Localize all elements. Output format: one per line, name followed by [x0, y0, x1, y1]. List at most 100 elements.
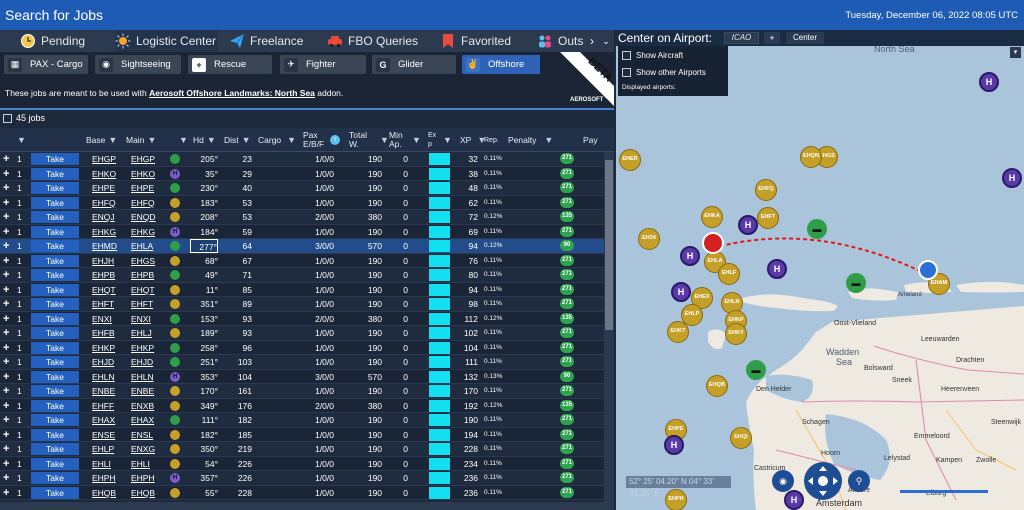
filter-icon[interactable]: ▼	[380, 135, 389, 145]
filter-icon[interactable]: ▼	[544, 135, 554, 145]
take-button[interactable]: Take	[31, 211, 79, 223]
show-other-airports-option[interactable]: Show other Airports	[622, 68, 706, 77]
category-rescue[interactable]: + Rescue	[188, 55, 272, 74]
base-link[interactable]: EHPE	[92, 183, 116, 193]
base-link[interactable]: EHKO	[92, 168, 117, 179]
center-button[interactable]: Center	[786, 32, 824, 44]
base-link[interactable]: EHLP	[92, 444, 115, 454]
column-hd[interactable]: Hd ▼	[193, 135, 216, 145]
horizontal-scrollbar[interactable]	[0, 502, 614, 510]
main-link[interactable]: ENBE	[131, 386, 155, 396]
column-main[interactable]: Main ▼	[126, 135, 157, 145]
table-row[interactable]: +1 Take ENSE ENSL 182° 185 1/0/0 190 0 194 0.11% 27…	[0, 427, 604, 442]
main-link[interactable]: EHLA	[131, 241, 154, 251]
filter-icon[interactable]: ▼	[17, 135, 26, 145]
airport-marker[interactable]: EHQI	[730, 427, 752, 449]
take-button[interactable]: Take	[31, 153, 79, 165]
take-button[interactable]: Take	[31, 240, 79, 252]
table-row[interactable]: +1 Take ENBE ENBE 170° 161 1/0/0 190 0 170 0.11% 27…	[0, 384, 604, 399]
table-row[interactable]: +1 Take EHLP ENXG 350° 219 1/0/0 190 0 228 0.11% 27…	[0, 442, 604, 457]
expand-row-icon[interactable]: +	[3, 269, 10, 281]
airport-marker[interactable]: EHEX	[691, 287, 713, 309]
category-pax-cargo[interactable]: ▦ PAX - Cargo	[4, 55, 88, 74]
airport-marker[interactable]: EHLF	[718, 263, 740, 285]
expand-row-icon[interactable]: +	[3, 283, 10, 296]
filter-icon[interactable]: ▼	[179, 135, 188, 145]
main-link[interactable]: ENQD	[131, 212, 156, 222]
expand-row-icon[interactable]: +	[3, 298, 10, 310]
heliport-marker[interactable]: H	[671, 282, 691, 302]
table-row[interactable]: +1 Take EHMD EHLA 277° 64 3/0/0 570 0 94 0.12% 90	[0, 239, 604, 254]
column-rep[interactable]: Rep.	[484, 136, 499, 144]
eye-icon[interactable]: ◉	[772, 470, 794, 492]
filter-icon[interactable]: ▼	[206, 135, 216, 145]
take-button[interactable]: Take	[31, 269, 79, 281]
heliport-marker[interactable]: H	[979, 72, 999, 92]
main-link[interactable]: ENXG	[131, 444, 156, 454]
ship-icon[interactable]: ▬	[807, 219, 827, 239]
pan-control[interactable]	[804, 462, 842, 500]
expand-row-icon[interactable]: +	[3, 196, 10, 209]
airport-marker[interactable]: EHQB	[706, 375, 728, 397]
airport-marker[interactable]: EHAM	[928, 273, 950, 295]
take-button[interactable]: Take	[31, 457, 79, 470]
main-link[interactable]: EHPH	[131, 473, 155, 483]
main-link[interactable]: ENXB	[131, 400, 155, 411]
table-row[interactable]: +1 Take EHPE EHPE 230° 40 1/0/0 190 0 48 0.11% 271	[0, 181, 604, 196]
base-link[interactable]: EHJH	[92, 255, 115, 266]
filter-icon[interactable]: ▼	[147, 135, 157, 145]
main-link[interactable]: EHLJ	[131, 328, 152, 338]
filter-icon[interactable]: ▼	[108, 135, 118, 145]
base-link[interactable]: EHLN	[92, 371, 115, 382]
expand-row-icon[interactable]: +	[3, 356, 10, 368]
ship-icon[interactable]: ▬	[846, 273, 866, 293]
take-button[interactable]: Take	[31, 312, 79, 325]
base-link[interactable]: EHFT	[92, 299, 115, 309]
main-link[interactable]: EHLN	[131, 371, 154, 382]
tab-freelance[interactable]: Freelance	[229, 30, 309, 52]
airport-marker[interactable]: EHLP	[681, 304, 703, 326]
table-row[interactable]: +1 Take EHFQ EHFQ 183° 53 1/0/0 190 0 62 0.11% 271	[0, 195, 604, 210]
table-row[interactable]: +1 Take EHKO EHKO H 35° 29 1/0/0 190 0 38 0.11% 271	[0, 166, 604, 181]
column-pay[interactable]: Pay	[583, 135, 598, 145]
table-row[interactable]: +1 Take EHKG EHKG H 184° 59 1/0/0 190 0 69 0.11% 271	[0, 224, 604, 239]
heliport-marker[interactable]: H	[1002, 168, 1022, 188]
heading-value[interactable]: 277°	[190, 239, 218, 253]
category-glider[interactable]: G Glider	[372, 55, 456, 74]
take-button[interactable]: Take	[31, 327, 79, 339]
table-row[interactable]: +1 Take ENQJ ENQD 208° 53 2/0/0 380 0 72 0.12% 135	[0, 210, 604, 225]
search-icon[interactable]: ⚲	[848, 470, 870, 492]
heliport-marker[interactable]: H	[738, 215, 758, 235]
add-airport-button[interactable]: +	[764, 32, 780, 44]
table-row[interactable]: +1 Take EHFF ENXB 349° 176 2/0/0 380 0 192 0.12% 13…	[0, 398, 604, 413]
base-link[interactable]: EHFQ	[92, 197, 116, 208]
table-row[interactable]: +1 Take EHGP EHGP 205° 23 1/0/0 190 0 32 0.11% 271	[0, 152, 604, 167]
main-link[interactable]: EHKO	[131, 168, 156, 179]
table-row[interactable]: +1 Take EHPB EHPB 49° 71 1/0/0 190 0 80 0.11% 271	[0, 268, 604, 283]
base-link[interactable]: EHKP	[92, 342, 116, 353]
expand-row-icon[interactable]: +	[3, 472, 10, 484]
base-link[interactable]: EHKG	[92, 226, 117, 237]
column-total-w[interactable]: Total W.	[349, 130, 367, 149]
base-link[interactable]: ENQJ	[92, 212, 115, 222]
heliport-marker[interactable]: H	[680, 246, 700, 266]
main-link[interactable]: EHGP	[131, 154, 156, 164]
take-button[interactable]: Take	[31, 225, 79, 238]
take-button[interactable]: Take	[31, 254, 79, 267]
main-link[interactable]: EHFQ	[131, 197, 155, 208]
base-link[interactable]: EHFB	[92, 328, 115, 338]
filter-icon[interactable]: ▼	[477, 135, 487, 145]
take-button[interactable]: Take	[31, 341, 79, 354]
airport-marker[interactable]: EHFQ	[755, 179, 777, 201]
table-row[interactable]: +1 Take EHLI EHLI 54° 226 1/0/0 190 0 234 0.11% 271	[0, 456, 604, 471]
base-link[interactable]: EHQT	[92, 284, 116, 295]
expand-row-icon[interactable]: +	[3, 182, 10, 194]
expand-row-icon[interactable]: +	[3, 428, 10, 441]
table-row[interactable]: +1 Take EHKP EHKP 258° 96 1/0/0 190 0 104 0.11% 271	[0, 340, 604, 355]
take-button[interactable]: Take	[31, 196, 79, 209]
take-button[interactable]: Take	[31, 399, 79, 412]
expand-row-icon[interactable]: +	[3, 327, 10, 339]
take-button[interactable]: Take	[31, 385, 79, 397]
airport-marker[interactable]: EHKA	[701, 206, 723, 228]
table-row[interactable]: +1 Take EHJH EHGS 68° 67 1/0/0 190 0 76 0.11% 271	[0, 253, 604, 268]
